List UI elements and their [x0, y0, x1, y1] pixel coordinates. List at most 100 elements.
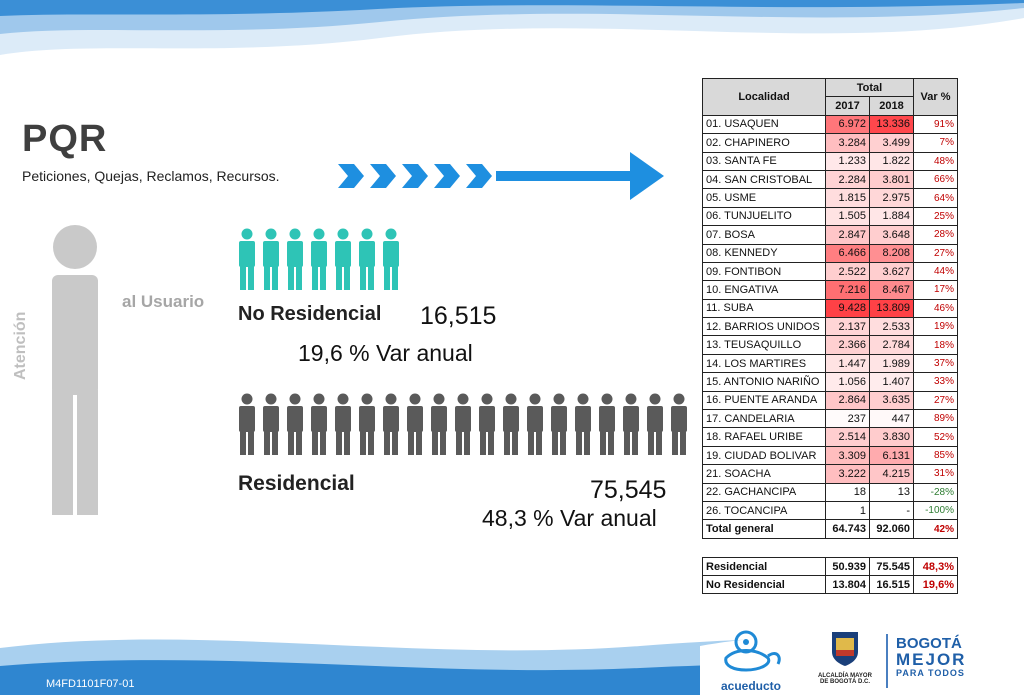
person-icon	[551, 393, 567, 455]
total-var-cell: 42%	[913, 519, 958, 539]
bogota-line-2: MEJOR	[896, 650, 967, 669]
var-cell: 31%	[913, 464, 958, 484]
table-row: 18. RAFAEL URIBE 2.514 3.830 52%	[702, 427, 958, 447]
localidad-cell: 19. CIUDAD BOLIVAR	[702, 445, 826, 466]
table-row: 07. BOSA 2.847 3.648 28%	[702, 225, 958, 245]
acueducto-logo: acueducto	[716, 628, 786, 693]
value-2017-cell: 2.514	[825, 427, 870, 447]
page-title: PQR	[22, 118, 108, 160]
table-row: 26. TOCANCIPA 1- -100%	[702, 500, 958, 521]
total-v2017-cell: 64.743	[825, 519, 870, 539]
summary-var-cell: 48,3%	[913, 557, 958, 576]
var-cell: 33%	[913, 372, 958, 392]
footer-wave	[0, 626, 1024, 695]
value-2018-cell: 4.215	[869, 464, 914, 484]
value-2018-cell: 447	[869, 409, 914, 429]
no-residencial-var-text: % Var anual	[349, 340, 473, 366]
residencial-var-number: 48,3	[482, 505, 527, 531]
value-2018-cell: -	[869, 500, 914, 521]
var-cell: 27%	[913, 390, 958, 411]
logo-divider	[886, 634, 888, 688]
localidad-cell: 04. SAN CRISTOBAL	[702, 169, 826, 190]
residencial-people	[238, 393, 688, 455]
var-cell: 44%	[913, 261, 958, 282]
value-2017-cell: 3.284	[825, 133, 870, 153]
alcaldia-logo: ALCALDÍA MAYOR DE BOGOTÁ D.C.	[812, 630, 878, 690]
localidad-cell: 21. SOACHA	[702, 464, 826, 484]
value-2017-cell: 3.222	[825, 464, 870, 484]
person-icon	[239, 393, 255, 455]
value-2017-cell: 2.864	[825, 390, 870, 411]
var-cell: 18%	[913, 335, 958, 355]
person-icon	[311, 228, 327, 290]
value-2018-cell: 1.884	[869, 206, 914, 227]
residencial-value: 75,545	[590, 476, 667, 504]
var-cell: 52%	[913, 427, 958, 447]
value-2017-cell: 7.216	[825, 280, 870, 300]
localidad-cell: 13. TEUSAQUILLO	[702, 335, 826, 355]
localidad-cell: 03. SANTA FE	[702, 151, 826, 171]
value-2017-cell: 2.522	[825, 261, 870, 282]
localidad-cell: 14. LOS MARTIRES	[702, 353, 826, 374]
header-2018: 2018	[869, 96, 914, 116]
no-residencial-var-number: 19,6	[298, 340, 343, 366]
table-row: 04. SAN CRISTOBAL 2.284 3.801 66%	[702, 169, 958, 190]
person-icon	[335, 228, 351, 290]
frog-icon	[724, 630, 781, 672]
table-row: 21. SOACHA 3.222 4.215 31%	[702, 464, 958, 484]
localidad-cell: 06. TUNJUELITO	[702, 206, 826, 227]
localidad-cell: 11. SUBA	[702, 298, 826, 319]
table-row: 17. CANDELARIA 237 447 89%	[702, 409, 958, 429]
value-2017-cell: 1.233	[825, 151, 870, 171]
var-cell: 91%	[913, 114, 958, 135]
localidad-cell: 09. FONTIBON	[702, 261, 826, 282]
table-row: 10. ENGATIVA 7.216 8.467 17%	[702, 280, 958, 300]
table-row: 06. TUNJUELITO 1.505 1.884 25%	[702, 206, 958, 227]
person-icon	[527, 393, 543, 455]
person-icon	[575, 393, 591, 455]
localidad-table: Localidad Total Var % 2017 2018 01. USAQ…	[702, 77, 958, 539]
var-cell: 19%	[913, 317, 958, 337]
value-2017-cell: 1.447	[825, 353, 870, 374]
localidad-cell: 22. GACHANCIPA	[702, 482, 826, 502]
person-icon	[263, 393, 279, 455]
header-wave	[0, 0, 1024, 55]
localidad-cell: 02. CHAPINERO	[702, 133, 826, 153]
header-total: Total	[825, 77, 914, 98]
table-row: 05. USME 1.815 2.975 64%	[702, 188, 958, 208]
value-2017-cell: 2.366	[825, 335, 870, 355]
alcaldia-line-2: DE BOGOTÁ D.C.	[819, 679, 870, 685]
value-2018-cell: 1.822	[869, 151, 914, 171]
value-2017-cell: 1.815	[825, 188, 870, 208]
table-row: 22. GACHANCIPA 18 13 -28%	[702, 482, 958, 502]
header-2017: 2017	[825, 96, 870, 116]
summary-table: Residencial 50.939 75.545 48,3% No Residenci…	[702, 557, 958, 594]
value-2017-cell: 1	[825, 500, 870, 521]
value-2018-cell: 13.809	[869, 298, 914, 319]
person-icon	[671, 393, 687, 455]
person-icon	[287, 393, 303, 455]
localidad-cell: 08. KENNEDY	[702, 243, 826, 263]
value-2018-cell: 3.635	[869, 390, 914, 411]
value-2017-cell: 2.137	[825, 317, 870, 337]
no-residencial-people	[238, 228, 400, 290]
person-icon	[359, 393, 375, 455]
var-cell: 64%	[913, 188, 958, 208]
person-icon	[647, 393, 663, 455]
side-label-atencion: Atención	[12, 311, 29, 380]
var-cell: 66%	[913, 169, 958, 190]
bogota-mejor-logo: BOGOTÁ MEJOR PARA TODOS	[896, 636, 986, 688]
summary-loc-cell: No Residencial	[702, 575, 826, 594]
person-icon	[383, 393, 399, 455]
value-2017-cell: 6.466	[825, 243, 870, 263]
value-2018-cell: 6.131	[869, 445, 914, 466]
var-cell: 46%	[913, 298, 958, 319]
var-cell: 85%	[913, 445, 958, 466]
table-row: 03. SANTA FE 1.233 1.822 48%	[702, 151, 958, 171]
value-2017-cell: 2.284	[825, 169, 870, 190]
coat-of-arms-icon	[832, 632, 858, 666]
person-icon	[503, 393, 519, 455]
no-residencial-var: 19,6 % Var anual	[298, 340, 473, 367]
var-cell: 37%	[913, 353, 958, 374]
summary-var-cell: 19,6%	[913, 575, 958, 594]
